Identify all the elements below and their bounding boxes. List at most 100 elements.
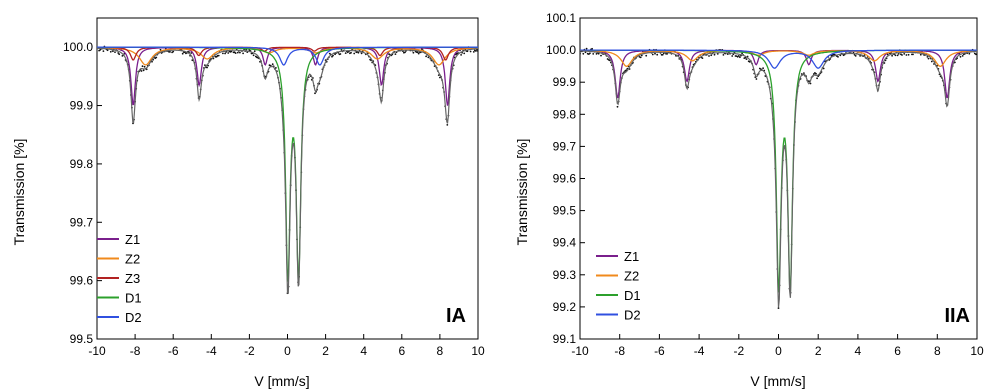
data-point: [745, 58, 748, 60]
data-point: [616, 105, 619, 108]
y-tick-label: 99.2: [553, 300, 577, 314]
data-point: [582, 52, 585, 55]
y-tick-label: 99.9: [70, 99, 94, 113]
data-point: [253, 50, 256, 53]
data-point: [731, 55, 734, 57]
data-point: [891, 54, 893, 57]
series-line-z2: [580, 49, 977, 67]
data-point: [217, 54, 220, 57]
y-tick-label: 99.5: [553, 204, 577, 218]
data-point: [239, 51, 241, 54]
data-point: [141, 65, 144, 68]
data-point: [357, 51, 360, 54]
data-point: [446, 124, 449, 126]
data-point: [190, 52, 193, 54]
y-tick-label: 99.3: [553, 268, 577, 282]
data-point: [204, 64, 206, 66]
data-point: [708, 55, 710, 57]
data-point: [886, 53, 889, 56]
data-point: [968, 52, 971, 55]
data-point: [907, 53, 910, 56]
y-tick-label: 99.6: [70, 274, 94, 288]
data-point: [360, 52, 363, 55]
data-point: [701, 57, 704, 59]
data-point: [155, 56, 158, 59]
data-point: [741, 52, 743, 55]
data-point: [416, 51, 419, 54]
data-point: [469, 50, 472, 53]
total-fit-line: [97, 47, 478, 294]
x-tick-label: -8: [614, 344, 625, 358]
legend-label: D1: [125, 291, 142, 306]
data-point: [739, 56, 741, 59]
data-point: [737, 55, 740, 57]
data-point: [713, 53, 716, 56]
data-point: [236, 51, 239, 54]
x-tick-label: -4: [694, 344, 705, 358]
data-point: [926, 56, 929, 58]
data-point: [710, 54, 713, 57]
data-point: [207, 64, 210, 67]
data-point: [651, 53, 654, 56]
data-point: [252, 54, 255, 57]
x-tick-label: -8: [130, 344, 141, 358]
data-point: [897, 53, 900, 55]
data-point: [597, 52, 600, 55]
x-tick-label: 2: [322, 344, 329, 358]
x-tick-label: -2: [244, 344, 255, 358]
data-point: [234, 52, 237, 54]
data-point: [595, 53, 598, 55]
legend: Z1 Z2 Z3 D1 D2: [97, 232, 142, 325]
data-point: [314, 92, 316, 95]
data-point: [112, 50, 114, 53]
data-point: [645, 54, 648, 57]
data-point: [225, 51, 228, 53]
x-tick-label: 8: [437, 344, 444, 358]
data-point: [230, 50, 233, 53]
data-point: [159, 48, 162, 51]
legend-label: Z1: [624, 249, 639, 264]
data-point: [661, 53, 664, 56]
data-point: [117, 52, 120, 54]
data-point: [656, 53, 659, 56]
data-point: [640, 54, 643, 57]
y-tick-label: 99.1: [553, 332, 577, 346]
legend: Z1 Z2 D1 D2: [596, 249, 641, 323]
legend-label: D2: [624, 308, 641, 323]
data-point: [332, 54, 334, 57]
data-point: [118, 53, 121, 56]
data-point: [961, 55, 964, 57]
legend-label: Z2: [125, 252, 140, 267]
data-point: [169, 51, 171, 53]
data-point: [600, 54, 602, 57]
data-point: [930, 60, 933, 63]
y-tick-label: 99.4: [553, 236, 577, 250]
plot-area: [97, 45, 478, 295]
data-point: [837, 56, 839, 58]
data-point: [472, 51, 475, 53]
y-tick-label: 99.6: [553, 172, 577, 186]
data-point: [334, 53, 336, 56]
legend-label: D1: [624, 288, 641, 303]
data-point: [172, 50, 175, 53]
x-axis-label: V [mm/s]: [254, 373, 309, 389]
x-tick-label: -6: [654, 344, 665, 358]
data-point: [114, 51, 116, 53]
y-tick-label: 99.8: [70, 157, 94, 171]
x-tick-label: 0: [775, 344, 782, 358]
data-point: [271, 63, 274, 66]
y-tick-label: 100.1: [546, 11, 576, 25]
data-point: [726, 53, 729, 55]
panel-label: IIA: [944, 305, 970, 327]
data-point: [894, 54, 897, 57]
data-point: [762, 67, 764, 70]
data-point: [227, 52, 230, 54]
data-point: [959, 55, 962, 58]
y-axis-label: Transmission [%]: [11, 139, 27, 246]
data-point: [353, 52, 356, 55]
x-axis-label: V [mm/s]: [750, 373, 805, 389]
data-point: [206, 66, 209, 69]
legend-label: Z1: [125, 232, 140, 247]
data-point: [339, 53, 342, 55]
data-point: [905, 54, 908, 56]
